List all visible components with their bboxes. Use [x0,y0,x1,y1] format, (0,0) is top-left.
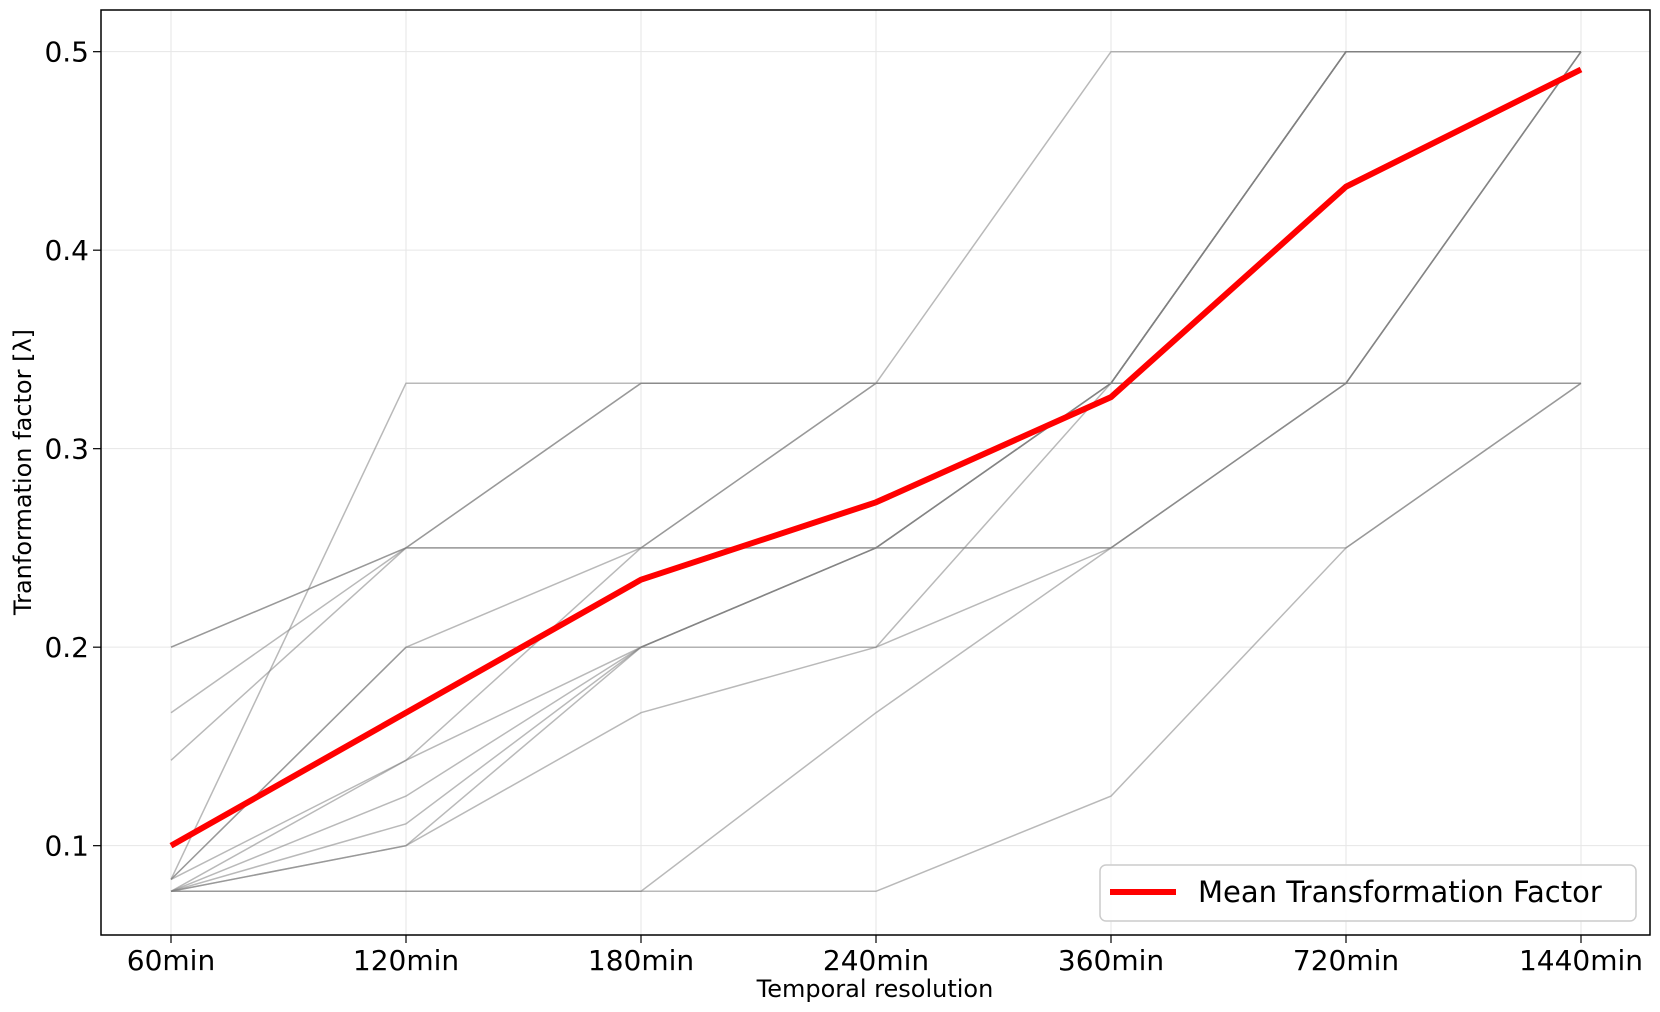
legend-box [1099,864,1637,922]
axis-ticks: 60min 120min 180min 240min 360min 720min 1440m… [44,36,1643,977]
individual-series-line [170,382,1581,893]
individual-series-line [171,382,1582,893]
y-tick-label: 0.5 [44,36,89,69]
y-tick-label: 0.4 [44,234,89,267]
legend: Mean Transformation Factor [1099,864,1637,922]
x-tick-label: 360min [1058,944,1164,977]
mean-series-group [169,66,1583,849]
x-axis-label: Temporal resolution [756,975,994,1003]
mean-series-line [169,66,1583,849]
y-axis-label: Tranformation factor [λ] [9,329,37,616]
x-tick-label: 120min [353,944,459,977]
x-tick-label: 60min [127,944,215,977]
x-tick-label: 1440min [1519,944,1643,977]
x-tick-label: 240min [823,944,929,977]
y-tick-label: 0.3 [44,433,89,466]
grid [101,10,1650,935]
y-tick-label: 0.1 [44,830,89,863]
legend-label-mean: Mean Transformation Factor [1198,875,1602,909]
x-tick-label: 720min [1293,944,1399,977]
y-tick-label: 0.2 [44,631,89,664]
individual-series-group [170,50,1582,893]
x-tick-label: 180min [588,944,694,977]
